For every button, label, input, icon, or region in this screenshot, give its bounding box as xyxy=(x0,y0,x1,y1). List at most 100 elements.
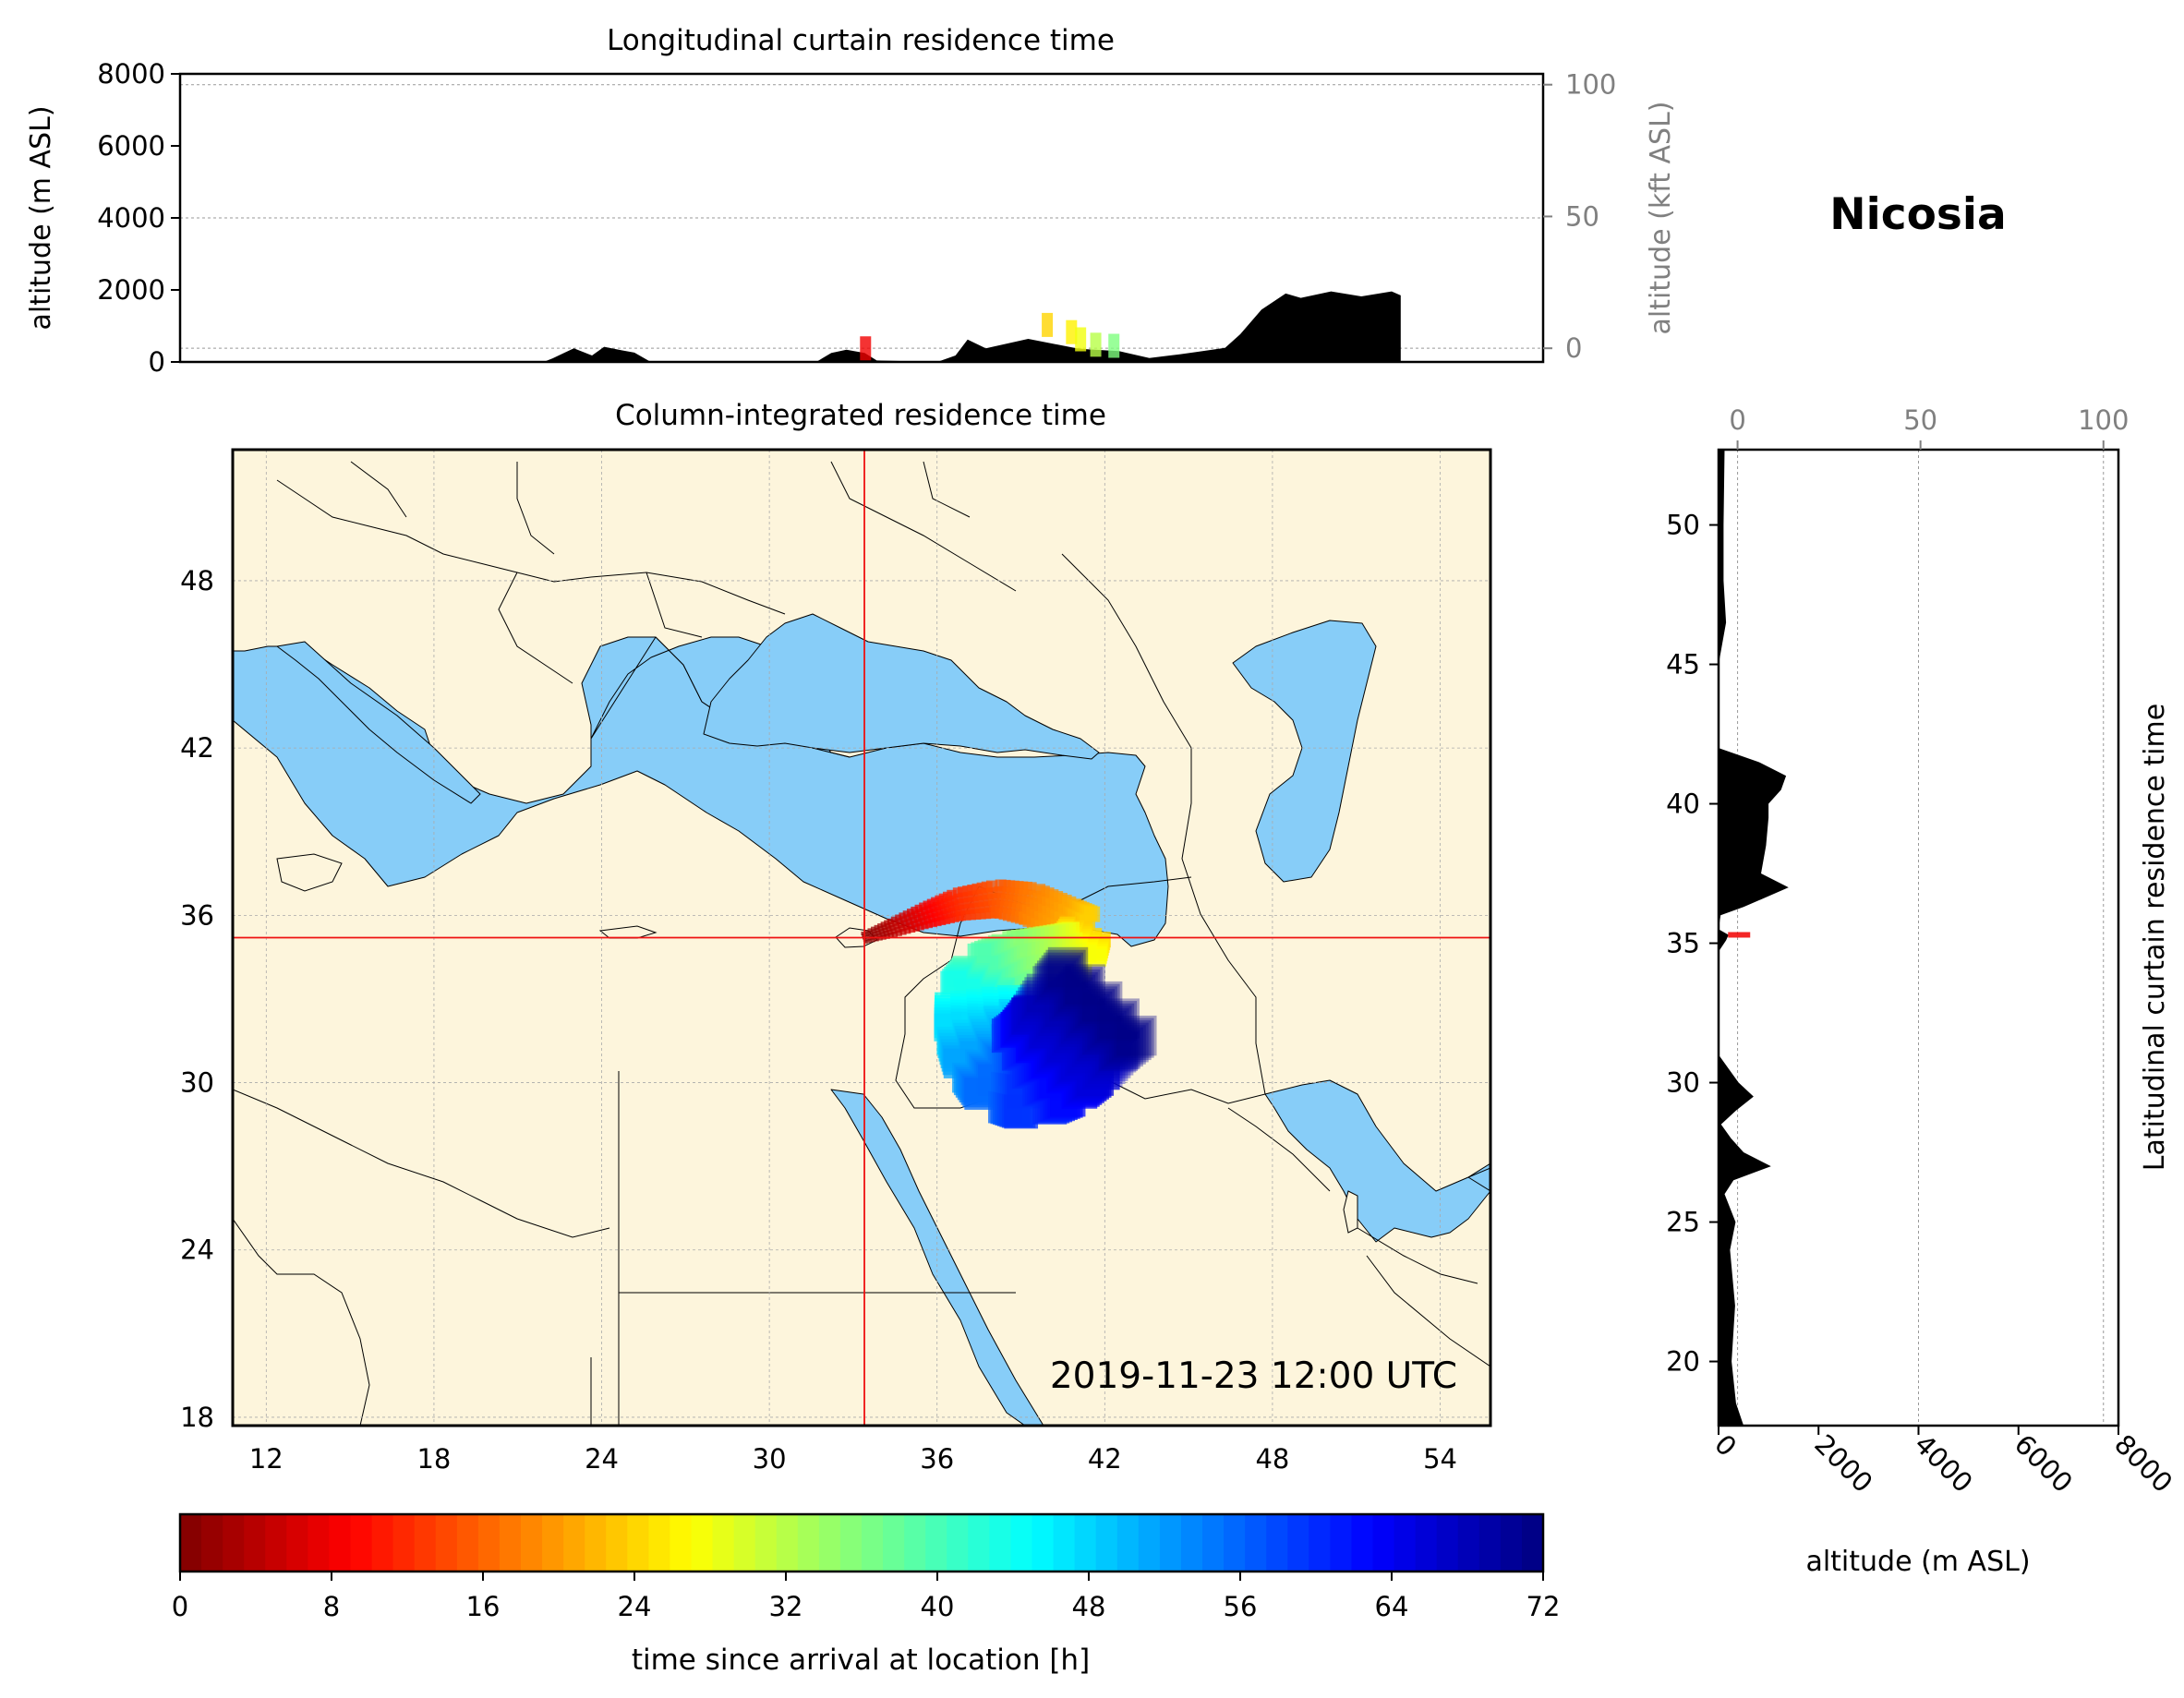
top-ytick-label: 0 xyxy=(149,346,165,378)
plume-cell xyxy=(1108,1022,1149,1063)
colorbar-cell xyxy=(392,1514,416,1572)
plume-cell xyxy=(1031,1007,1069,1046)
plume-cell xyxy=(891,931,899,938)
right-plume-cell xyxy=(1728,932,1751,938)
right-xtick-label: 6000 xyxy=(2009,1428,2079,1499)
colorbar-cell xyxy=(244,1514,266,1572)
plume-cell xyxy=(885,922,891,929)
plume-cell xyxy=(876,933,882,938)
plume-cell xyxy=(916,909,924,917)
plume-cell xyxy=(1036,960,1077,1000)
plume-cell xyxy=(907,921,914,929)
adriatic-sea xyxy=(276,641,481,804)
plume-cell xyxy=(1077,1022,1116,1062)
qatar-peninsula xyxy=(1343,1190,1358,1234)
plume-cell xyxy=(872,932,877,936)
plume-cell xyxy=(908,925,916,933)
colorbar-tick-label: 56 xyxy=(1224,1591,1258,1622)
colorbar-cell xyxy=(712,1514,735,1572)
plume-cell xyxy=(892,920,899,926)
gulf-of-oman xyxy=(1467,1167,1490,1192)
plume-cell xyxy=(1099,1031,1139,1071)
plume-cell xyxy=(1075,989,1116,1029)
plume-cell xyxy=(1033,1005,1072,1042)
top-plume-cells xyxy=(860,312,1120,361)
black-sea xyxy=(703,613,1100,760)
top-ytick-label: 2000 xyxy=(97,274,165,306)
colorbar-cell xyxy=(286,1514,308,1572)
top-rtick-label: 100 xyxy=(1565,69,1616,101)
map-longitude-ticks: 12 18 24 30 36 42 48 54 xyxy=(249,1443,1457,1475)
colorbar-cell xyxy=(1394,1514,1417,1572)
colorbar-cell xyxy=(1266,1514,1288,1572)
plume-cell xyxy=(1049,1021,1087,1060)
plume-cell xyxy=(911,906,919,914)
colorbar-tick-label: 8 xyxy=(323,1591,340,1622)
plume-cell xyxy=(925,909,935,919)
plume-cell xyxy=(1011,997,1049,1035)
country-borders xyxy=(233,461,1490,1426)
right-terrain-profile xyxy=(1719,450,1789,1426)
plume-cell xyxy=(875,930,881,935)
plume-cell xyxy=(1092,1040,1131,1078)
plume-cell xyxy=(866,936,871,941)
plume-cell xyxy=(916,922,924,931)
colorbar-cell xyxy=(670,1514,693,1572)
colorbar-cell xyxy=(1372,1514,1395,1572)
plume-cell xyxy=(1079,1019,1118,1059)
top-terrain-area xyxy=(180,291,1401,362)
right-ytick-label: 25 xyxy=(1666,1207,1700,1238)
colorbar-cell xyxy=(839,1514,863,1572)
colorbar-cell xyxy=(1053,1514,1076,1572)
plume-cell xyxy=(871,937,875,943)
plume-cell xyxy=(880,932,886,937)
plume-cell xyxy=(1092,1006,1132,1046)
plume-cell xyxy=(887,929,893,935)
plume-cell xyxy=(1026,973,1066,1013)
colorbar-cell xyxy=(1010,1514,1033,1572)
plume-cell xyxy=(912,924,921,932)
plume-cell xyxy=(1116,1015,1157,1056)
plume-cell xyxy=(1081,981,1123,1022)
colorbar-cell xyxy=(1309,1514,1331,1572)
colorbar-cells xyxy=(180,1514,1544,1572)
water-bodies xyxy=(233,613,1490,1426)
plume-cell xyxy=(869,933,874,938)
plume-cell xyxy=(905,918,913,925)
plume-cell xyxy=(1051,1018,1090,1056)
plume-cell xyxy=(1090,1008,1129,1048)
plume-cell xyxy=(1068,996,1107,1036)
plume-cell xyxy=(1044,988,1084,1027)
plume-cell xyxy=(924,920,934,929)
plume-cell xyxy=(911,910,920,919)
colorbar-cell xyxy=(883,1514,905,1572)
colorbar-cell xyxy=(754,1514,778,1572)
plume-cell xyxy=(1104,1027,1143,1067)
plume-cell xyxy=(1101,1030,1140,1069)
plume-cell xyxy=(924,905,933,914)
plume-cell xyxy=(887,933,894,938)
plume-cell xyxy=(1041,955,1081,995)
colorbar-cell xyxy=(585,1514,607,1572)
plume-cell xyxy=(1088,948,1107,967)
plume-cell xyxy=(899,928,907,935)
top-plume-cell xyxy=(860,336,872,361)
plume-cell xyxy=(913,914,922,922)
colorbar-cell xyxy=(627,1514,649,1572)
plume-cell xyxy=(1061,1006,1100,1044)
top-plume-cell xyxy=(1108,333,1120,358)
plume-cell xyxy=(1065,964,1105,1005)
plume-cell xyxy=(904,914,911,921)
colorbar: 0 8 16 24 32 40 48 56 64 72 time since arrival at… xyxy=(172,1512,1560,1677)
plume-cell xyxy=(877,923,883,929)
colorbar-cell xyxy=(1287,1514,1309,1572)
right-ytick-label: 30 xyxy=(1666,1067,1700,1099)
plume-cell xyxy=(1084,1013,1124,1053)
plume-cell xyxy=(922,911,930,920)
colorbar-cell xyxy=(947,1514,969,1572)
colorbar-cell xyxy=(329,1514,352,1572)
colorbar-cell xyxy=(1351,1514,1374,1572)
plume-cell xyxy=(911,920,919,928)
plume-cell xyxy=(1106,1025,1146,1065)
